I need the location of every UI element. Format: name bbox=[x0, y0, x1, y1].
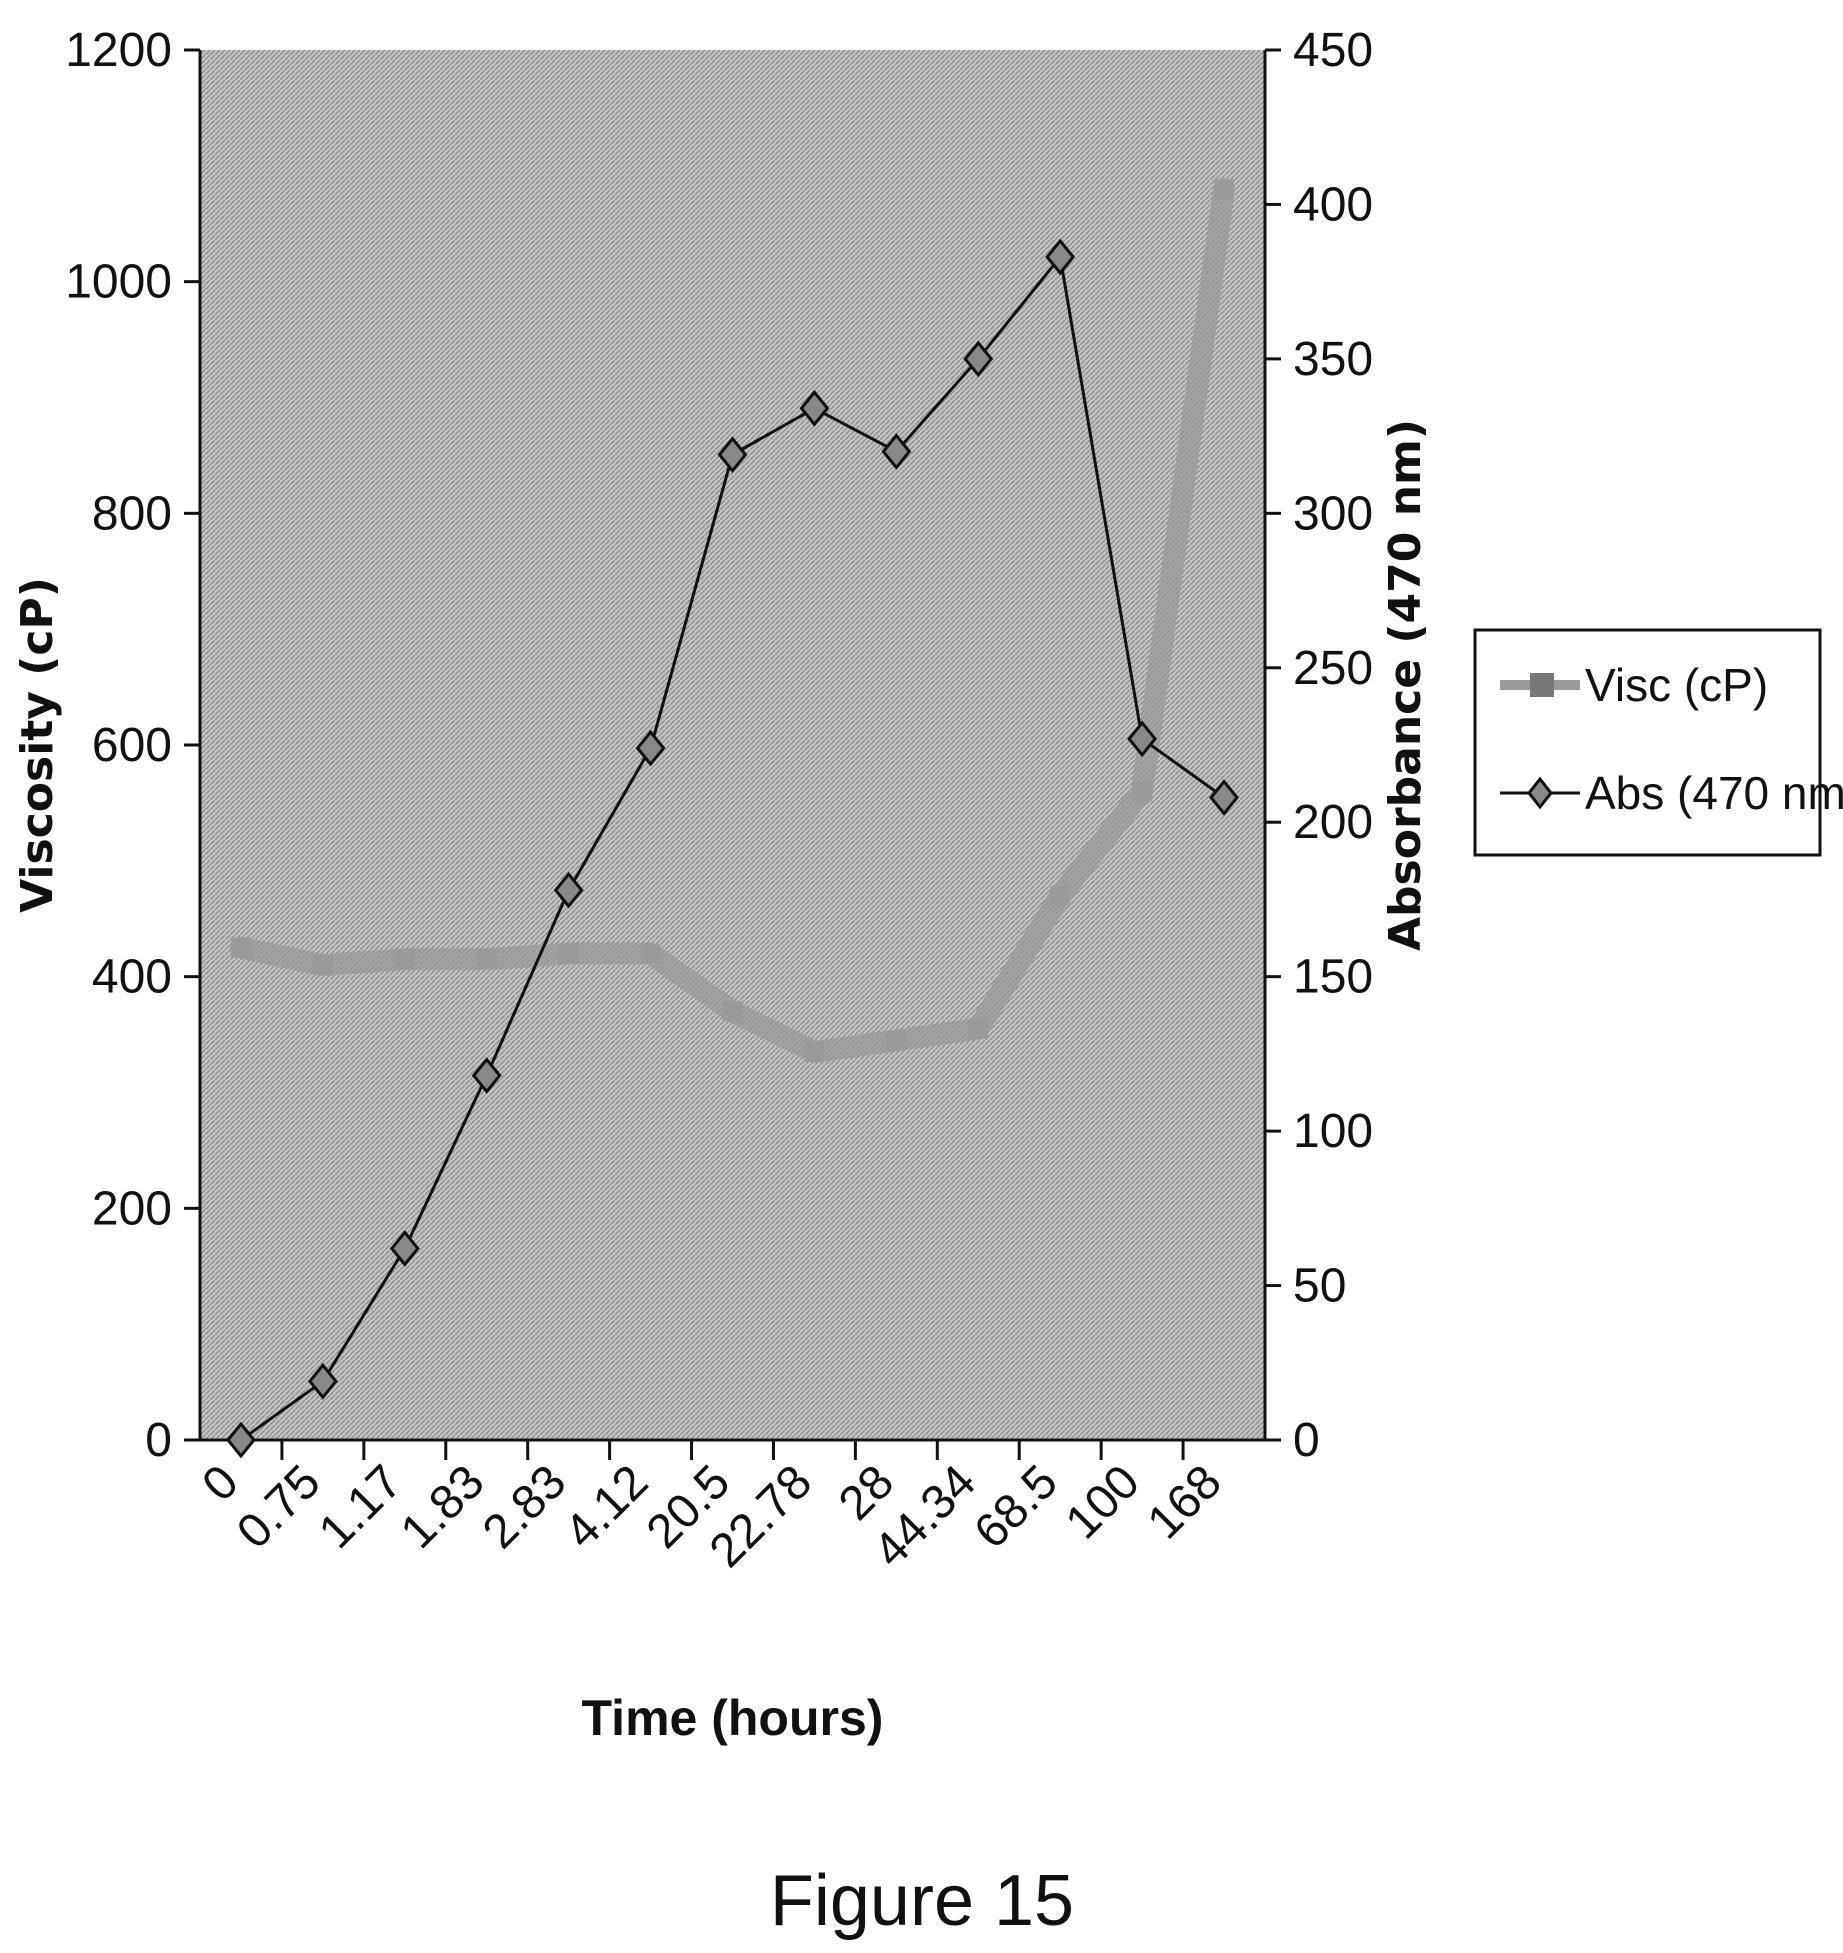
x-tick-label: 0.75 bbox=[227, 1455, 331, 1559]
x-tick-label: 1.83 bbox=[391, 1455, 495, 1559]
x-tick-label: 100 bbox=[1056, 1455, 1150, 1549]
y-right-tick-label: 200 bbox=[1293, 796, 1373, 849]
x-axis-title: Time (hours) bbox=[582, 1690, 884, 1746]
y-right-tick-label: 50 bbox=[1293, 1260, 1346, 1313]
series-visc-point bbox=[804, 1041, 825, 1062]
y-left-tick-label: 600 bbox=[92, 719, 172, 772]
legend: Visc (cP) Abs (470 nm) bbox=[1473, 628, 1843, 857]
y-left-tick-label: 800 bbox=[92, 487, 172, 540]
series-abs-point bbox=[471, 1057, 502, 1094]
x-tick-label: 1.17 bbox=[309, 1455, 413, 1559]
legend-abs-marker bbox=[1527, 776, 1553, 810]
y-right-tick-label: 300 bbox=[1293, 487, 1373, 540]
series-visc-point bbox=[640, 943, 661, 964]
y-left-tick-label: 0 bbox=[145, 1414, 172, 1467]
y-right-tick-label: 450 bbox=[1293, 24, 1373, 77]
series-abs-point bbox=[389, 1230, 420, 1267]
x-tick-label: 0 bbox=[192, 1455, 248, 1511]
series-visc-point bbox=[1214, 179, 1235, 199]
series-visc-point bbox=[722, 1001, 743, 1022]
series-visc-point bbox=[394, 949, 415, 970]
series-abs-point bbox=[307, 1362, 338, 1400]
y-left-tick-label: 1000 bbox=[65, 256, 172, 309]
series-abs-point bbox=[717, 436, 748, 474]
series-visc-point bbox=[230, 937, 251, 958]
series-abs-point bbox=[635, 729, 666, 767]
series-visc-point bbox=[968, 1018, 989, 1039]
plot-area bbox=[200, 50, 1265, 1440]
legend-box bbox=[1473, 628, 1822, 857]
series-visc-point bbox=[1132, 781, 1153, 802]
x-tick-label: 68.5 bbox=[964, 1455, 1068, 1559]
series-abs-point bbox=[963, 340, 994, 378]
series-abs-point bbox=[1209, 779, 1239, 816]
x-tick-label: 2.83 bbox=[473, 1455, 577, 1559]
legend-visc-marker bbox=[1530, 673, 1554, 697]
y-right-tick-label: 150 bbox=[1293, 951, 1373, 1004]
series-abs-point bbox=[1127, 720, 1158, 758]
series-abs-point bbox=[799, 389, 830, 427]
y-right-tick-label: 100 bbox=[1293, 1105, 1373, 1158]
series-visc-point bbox=[886, 1030, 907, 1051]
y-left-tick-label: 200 bbox=[92, 1182, 172, 1235]
y-right-tick-label: 350 bbox=[1293, 333, 1373, 386]
series-abs-point bbox=[881, 433, 912, 470]
series-abs-point bbox=[553, 871, 584, 909]
series-abs-point bbox=[226, 1421, 256, 1459]
series-visc-point bbox=[312, 955, 333, 976]
series-visc-point bbox=[476, 949, 497, 970]
x-tick-label: 168 bbox=[1138, 1455, 1232, 1549]
y-right-tick-label: 400 bbox=[1293, 178, 1373, 231]
y-right-tick-label: 250 bbox=[1293, 642, 1373, 695]
y-right-tick-label: 0 bbox=[1293, 1414, 1320, 1467]
y-left-tick-label: 400 bbox=[92, 951, 172, 1004]
legend-label: Visc (cP) bbox=[1585, 659, 1768, 711]
y-axis-left-title: Viscosity (cP) bbox=[12, 577, 63, 913]
y-axis-right-title: Absorbance (470 nm) bbox=[1380, 419, 1431, 951]
legend-label: Abs (470 nm) bbox=[1585, 767, 1843, 819]
y-left-tick-label: 1200 bbox=[65, 24, 172, 77]
series-abs-point bbox=[1045, 238, 1076, 276]
series-visc-point bbox=[558, 943, 579, 964]
x-tick-label: 4.12 bbox=[555, 1455, 659, 1559]
figure-caption: Figure 15 bbox=[770, 1861, 1074, 1941]
series-visc-point bbox=[1050, 885, 1071, 906]
